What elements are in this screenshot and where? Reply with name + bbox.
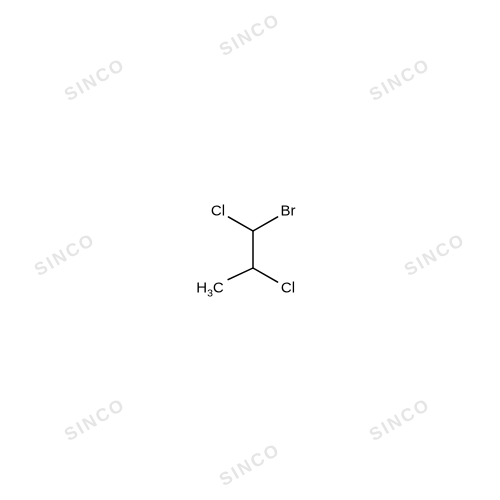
atom-label-cl1: Cl <box>211 204 225 219</box>
molecule-bonds <box>0 0 500 500</box>
atom-label-br: Br <box>281 204 296 219</box>
bond <box>253 268 278 282</box>
molecule-diagram: Cl Br H3C Cl <box>0 0 500 500</box>
atom-label-h3c: H3C <box>196 281 224 296</box>
bond <box>228 217 253 231</box>
bond <box>253 217 278 231</box>
bond <box>228 268 253 280</box>
atom-label-cl2: Cl <box>281 281 295 296</box>
